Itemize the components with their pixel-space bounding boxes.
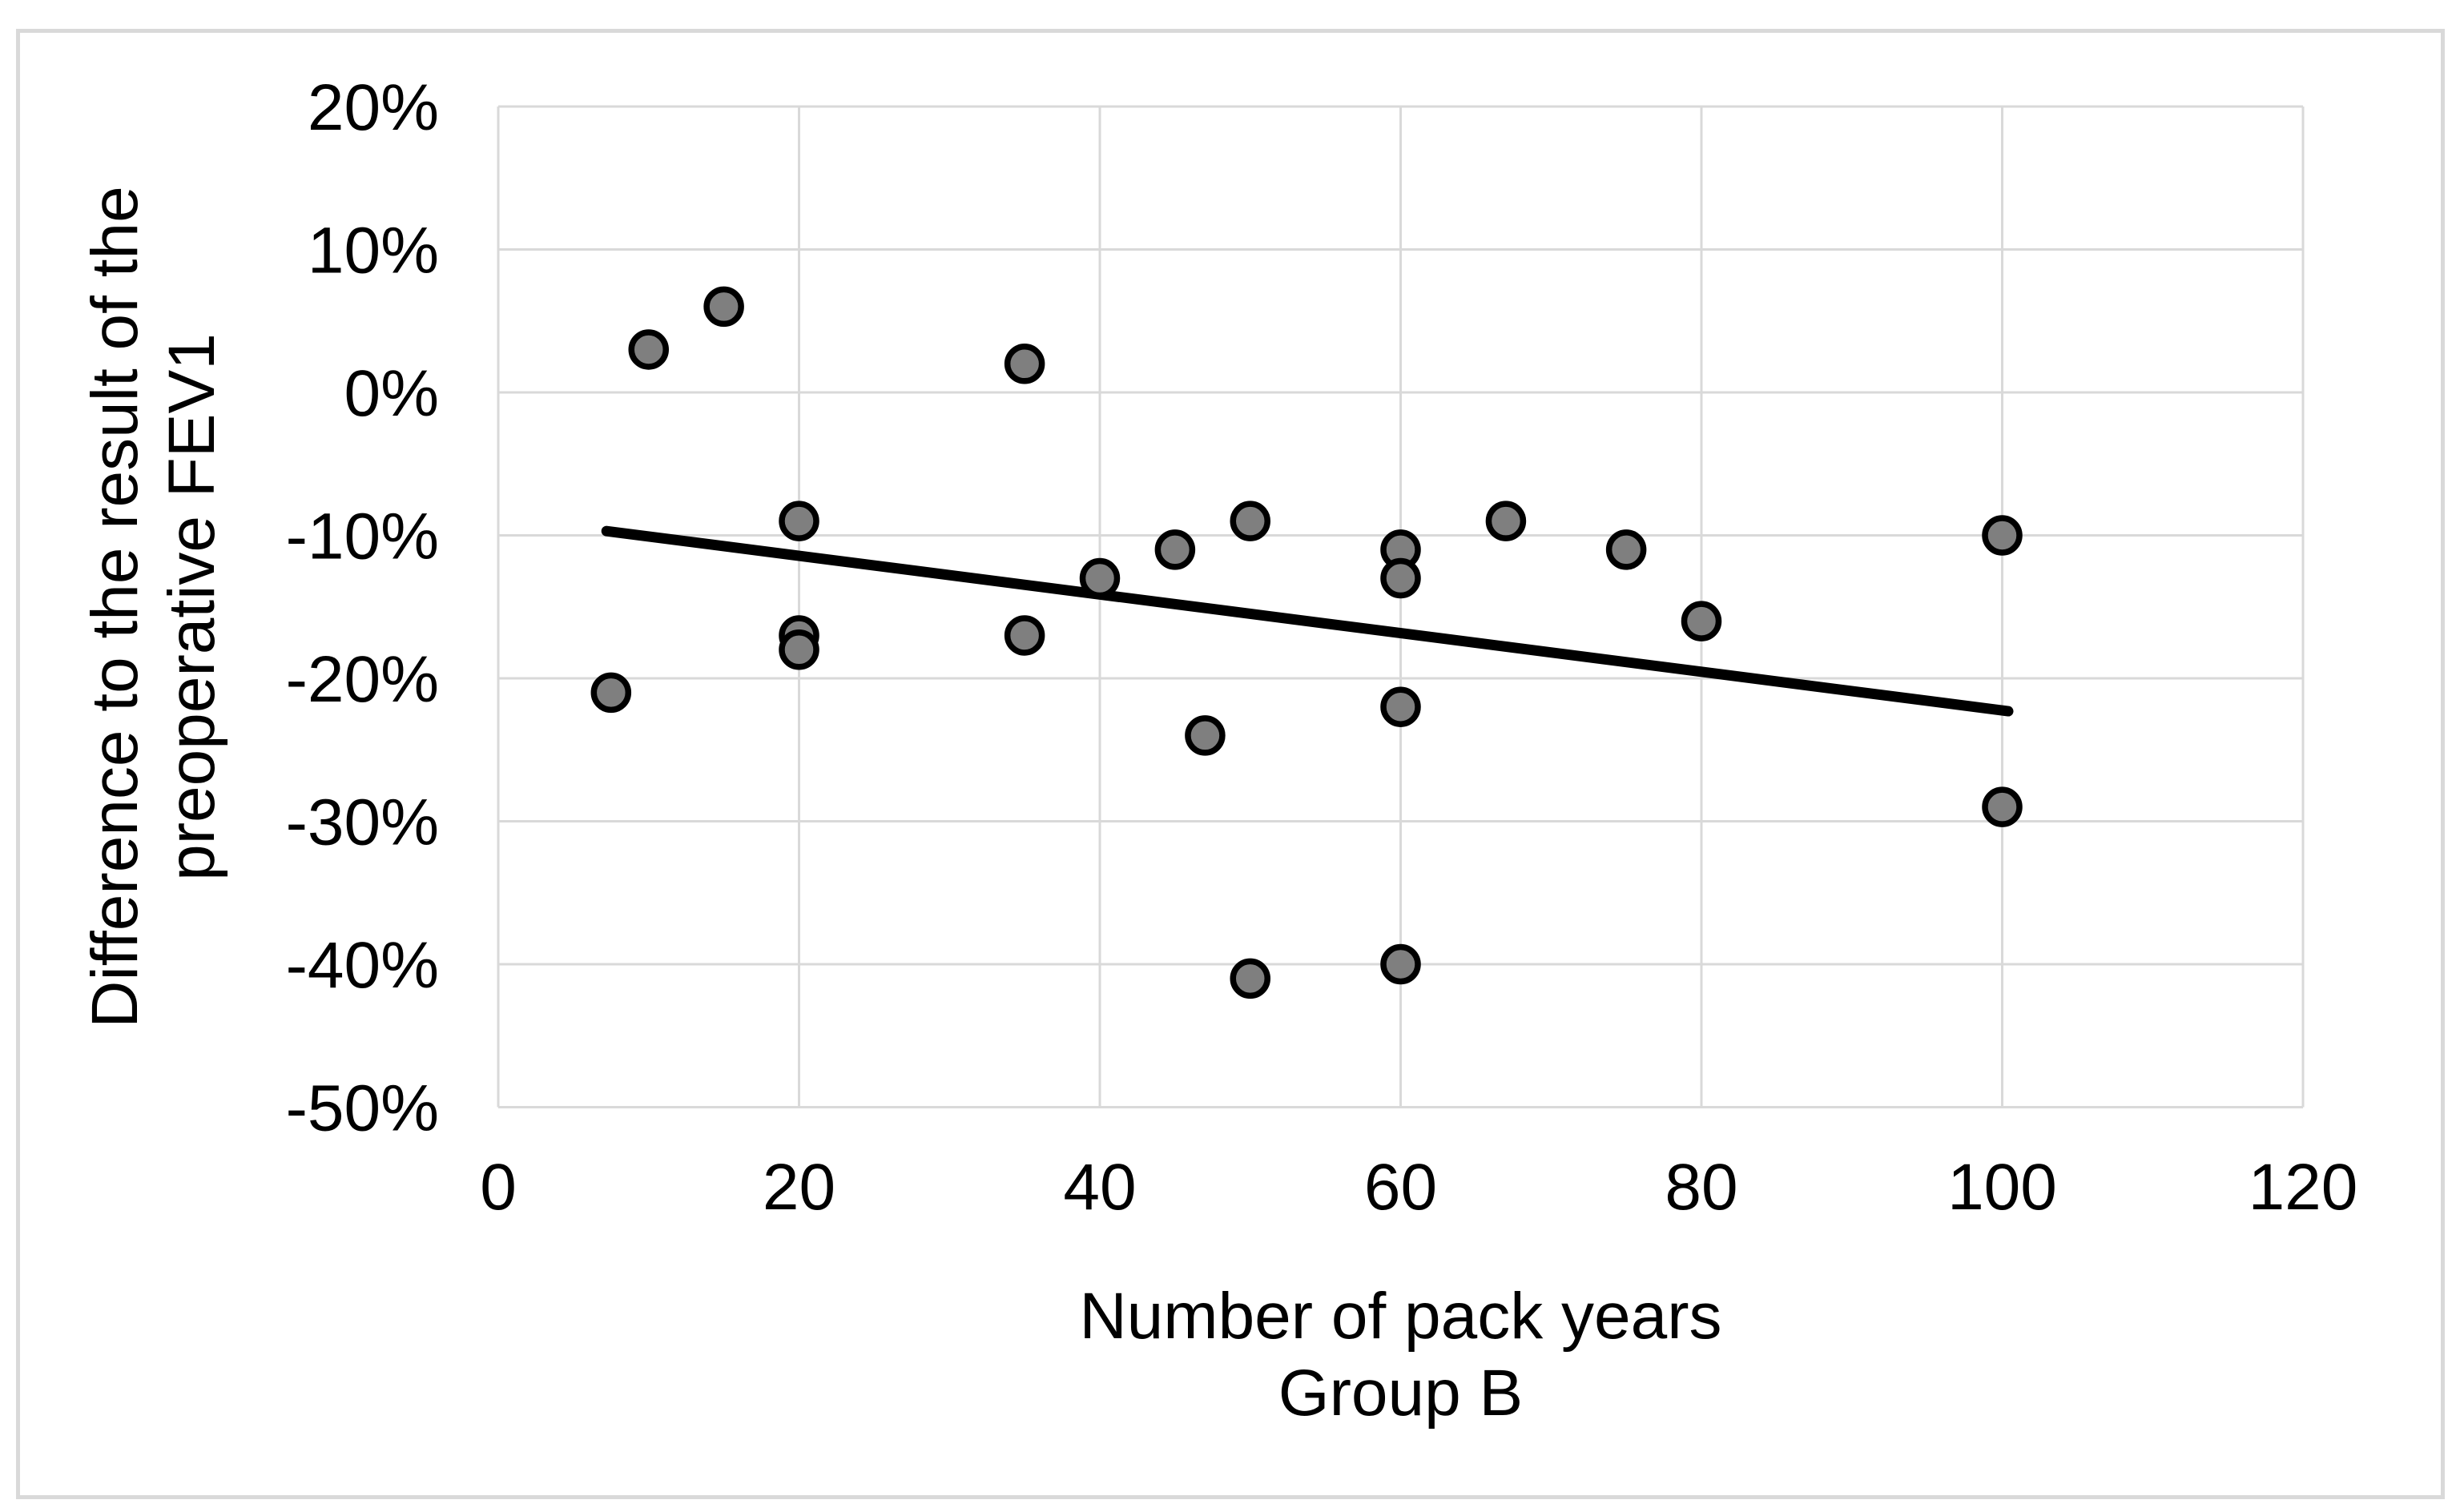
y-axis-title-line1: Difference to the result of the	[79, 186, 151, 1028]
x-tick-label: 120	[2249, 1151, 2358, 1224]
scatter-point	[1982, 786, 2023, 827]
y-tick-label: 10%	[308, 215, 439, 288]
scatter-point	[1154, 529, 1196, 570]
figure-border	[16, 29, 2445, 1499]
trendline	[601, 525, 2014, 717]
x-tick-label: 80	[1665, 1151, 1737, 1224]
y-axis-title: Difference to the result of the preopera…	[77, 86, 231, 1128]
y-tick-label: 0%	[344, 357, 439, 430]
scatter-point	[628, 329, 669, 370]
scatter-point	[1230, 958, 1270, 999]
scatter-point	[590, 672, 632, 714]
scatter-point	[1004, 615, 1045, 656]
x-tick-label: 60	[1364, 1151, 1437, 1224]
scatter-point	[1380, 943, 1421, 985]
x-tick-label: 40	[1063, 1151, 1136, 1224]
y-tick-label: -10%	[286, 501, 439, 573]
y-axis-title-line2: preoperative FEV1	[155, 333, 228, 881]
scatter-point	[1004, 344, 1045, 384]
scatter-point	[1185, 715, 1226, 756]
scatter-point	[1485, 501, 1527, 541]
scatter-point	[779, 629, 819, 670]
x-tick-label: 100	[1947, 1151, 2057, 1224]
x-axis-title: Number of pack years Group B	[498, 1278, 2303, 1432]
scatter-point	[779, 501, 819, 541]
scatter-point	[1380, 686, 1421, 727]
scatter-point	[1230, 501, 1270, 541]
x-tick-label: 0	[480, 1151, 517, 1224]
x-axis-title-line2: Group B	[1278, 1357, 1524, 1430]
y-tick-label: -20%	[286, 643, 439, 716]
scatter-point	[1605, 529, 1647, 570]
y-tick-label: -40%	[286, 929, 439, 1002]
x-tick-label: 20	[763, 1151, 835, 1224]
y-tick-label: -30%	[286, 786, 439, 859]
scatter-point	[1079, 557, 1121, 599]
scatter-point	[1681, 601, 1722, 641]
y-tick-label: 20%	[308, 71, 439, 144]
scatter-point	[1380, 557, 1421, 599]
scatter-point	[703, 286, 744, 328]
x-axis-title-line1: Number of pack years	[1079, 1280, 1722, 1353]
scatter-point	[1982, 515, 2023, 556]
y-tick-label: -50%	[286, 1072, 439, 1145]
